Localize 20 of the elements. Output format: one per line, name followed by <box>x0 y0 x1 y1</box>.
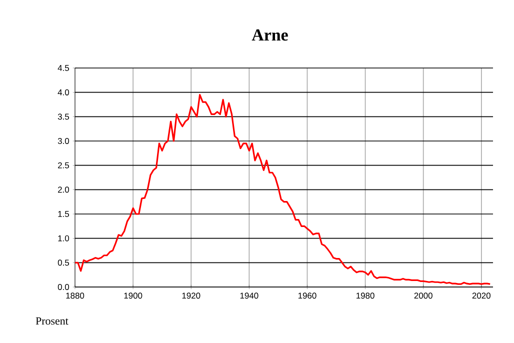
y-tick-label: 2.0 <box>58 186 70 193</box>
y-tick-label: 3.5 <box>58 114 70 120</box>
y-tick-label: 1.5 <box>58 211 70 217</box>
y-tick-label: 2.5 <box>58 162 70 168</box>
x-tick-label: 2000 <box>414 292 432 299</box>
x-tick-label: 1940 <box>240 292 258 299</box>
x-tick-label: 1920 <box>182 292 200 299</box>
y-axis-title: Prosent <box>36 317 68 325</box>
y-tick-label: 4.0 <box>58 89 70 96</box>
y-tick-label: 0.5 <box>58 260 70 266</box>
chart-title: Arne <box>252 29 288 41</box>
y-tick-label: 1.0 <box>58 235 70 242</box>
x-tick-label: 1900 <box>124 292 142 299</box>
x-tick-label: 1960 <box>298 292 316 299</box>
x-tick-label: 2020 <box>472 292 490 299</box>
y-tick-label: 3.0 <box>58 138 70 144</box>
x-tick-label: 1880 <box>66 292 84 299</box>
x-tick-label: 1980 <box>356 292 374 299</box>
y-tick-label: 0.0 <box>58 284 70 290</box>
y-tick-label: 4.5 <box>58 65 70 71</box>
